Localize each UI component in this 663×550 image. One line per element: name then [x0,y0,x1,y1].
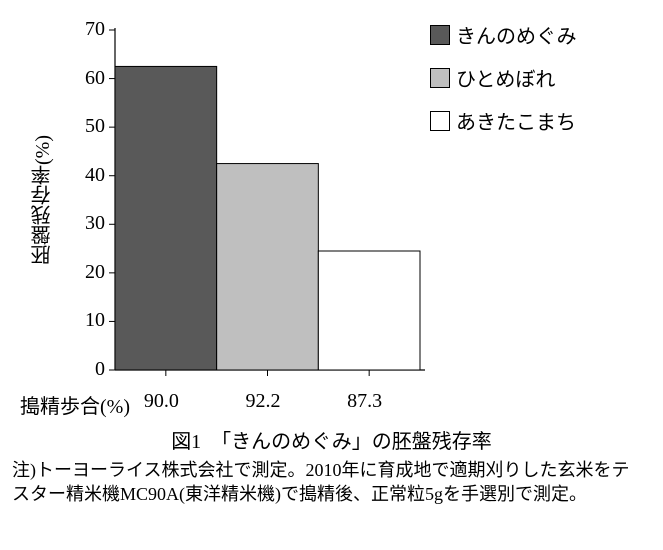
figure-page: 胚盤残存率(%) 0 10 20 30 40 50 60 70 きんのめぐみひとめぼれあきたこ… [0,0,663,550]
x-tick-label: 87.3 [347,390,382,413]
legend: きんのめぐみひとめぼれあきたこまち [430,20,577,149]
y-tick-label: 10 [75,309,105,332]
figure-footnote: 注)トーヨーライス株式会社で測定。2010年に育成地で適期刈りした玄米をテスター… [12,458,642,507]
y-axis-label: 胚盤残存率(%) [28,100,57,300]
legend-swatch [430,68,450,88]
y-tick-label: 0 [75,358,105,381]
legend-item: あきたこまち [430,106,577,135]
y-tick-label: 20 [75,261,105,284]
x-tick-label: 92.2 [246,390,281,413]
legend-label: ひとめぼれ [456,63,555,92]
legend-item: きんのめぐみ [430,20,577,49]
y-tick-label: 30 [75,212,105,235]
x-tick-label: 90.0 [144,390,179,413]
legend-swatch [430,111,450,131]
y-tick-label: 70 [75,18,105,41]
chart-area: 胚盤残存率(%) 0 10 20 30 40 50 60 70 きんのめぐみひとめぼれあきたこ… [20,10,640,410]
legend-label: あきたこまち [456,106,576,135]
legend-item: ひとめぼれ [430,63,577,92]
legend-swatch [430,25,450,45]
legend-label: きんのめぐみ [456,20,577,49]
y-tick-label: 40 [75,164,105,187]
figure-caption: 図1 「きんのめぐみ」の胚盤残存率 [0,425,663,454]
x-row-label: 搗精歩合(%) [20,390,130,419]
y-tick-label: 60 [75,67,105,90]
y-tick-label: 50 [75,115,105,138]
